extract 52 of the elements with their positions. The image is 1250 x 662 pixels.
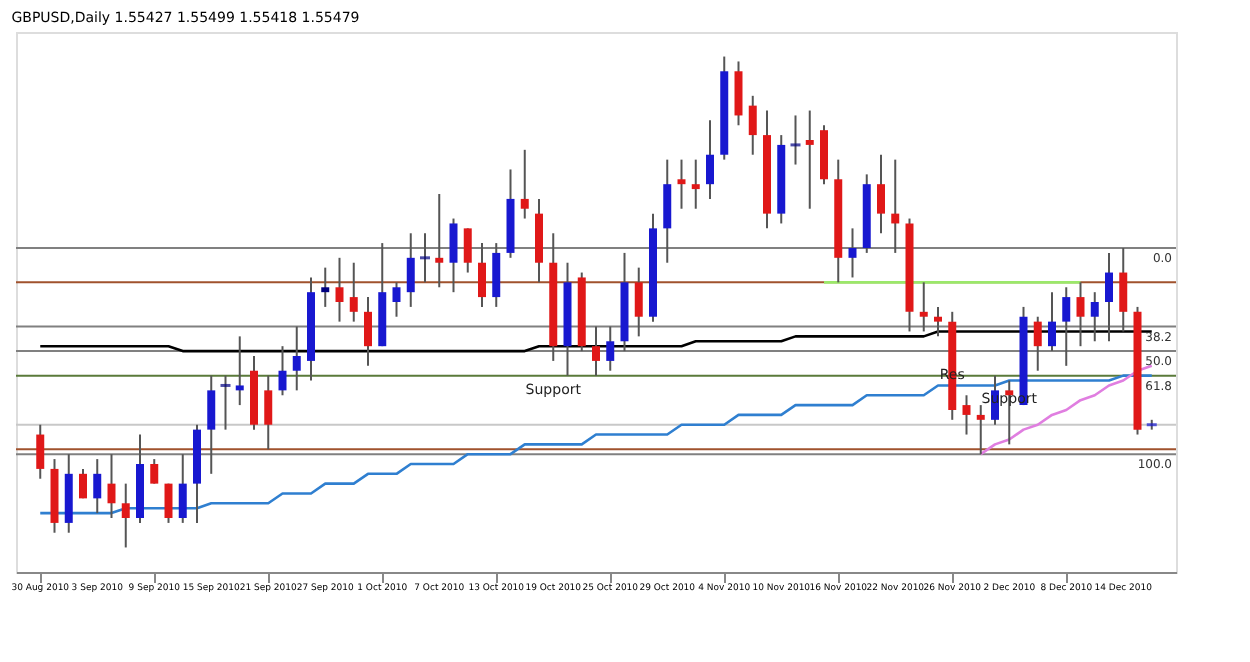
- candlestick: [962, 394, 971, 436]
- candlestick: [1048, 291, 1056, 353]
- candlestick: [877, 153, 885, 235]
- candlestick: [677, 158, 686, 210]
- candlestick: [335, 256, 344, 323]
- candlestick: [121, 482, 130, 549]
- candlestick: [734, 60, 743, 127]
- candlestick: [706, 119, 714, 200]
- candlestick: [364, 296, 372, 367]
- candlestick: [606, 325, 615, 372]
- candlestick: [164, 482, 173, 524]
- candlestick: [420, 232, 430, 284]
- candlestick: [463, 227, 472, 274]
- candlestick: [79, 467, 87, 500]
- candlestick: [848, 227, 857, 279]
- candlestick: [891, 158, 900, 254]
- candlestick: [520, 148, 529, 220]
- candlestick: [93, 458, 102, 515]
- candlestick: [207, 374, 216, 475]
- candlestick: [1076, 281, 1085, 348]
- candlestick: [634, 266, 643, 338]
- candlestick: [36, 423, 45, 480]
- candlestick: [919, 281, 928, 333]
- candlestick: [1105, 251, 1113, 343]
- candlestick: [1119, 247, 1128, 333]
- candlestick: [1090, 291, 1099, 343]
- candlestick: [150, 458, 159, 485]
- candlestick: [790, 114, 801, 166]
- candlestick: [976, 404, 985, 456]
- candlestick: [235, 335, 244, 407]
- candlestick: [592, 325, 600, 377]
- candlestick: [292, 325, 301, 392]
- candlestick: [748, 94, 757, 156]
- candlestick: [220, 374, 231, 431]
- candlestick: [492, 242, 501, 308]
- candlestick: [435, 193, 444, 289]
- candlestick: [392, 281, 401, 318]
- candlestick: [178, 453, 187, 524]
- candlestick: [264, 374, 273, 451]
- candlestick: [805, 109, 814, 210]
- candlestick: [663, 158, 672, 264]
- candlestick: [449, 217, 458, 294]
- candlestick: [278, 345, 287, 397]
- candlestick: [1062, 286, 1071, 367]
- candlestick: [934, 305, 942, 338]
- candlestick: [478, 242, 486, 308]
- candlestick: [321, 266, 330, 308]
- candlestick: [107, 453, 116, 519]
- candlestick: [406, 232, 415, 308]
- candlestick: [349, 261, 358, 323]
- candlestick: [691, 158, 700, 210]
- candlestick: [1033, 315, 1042, 372]
